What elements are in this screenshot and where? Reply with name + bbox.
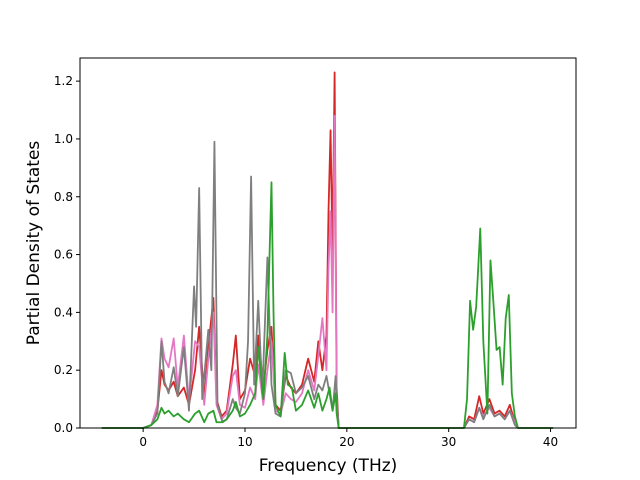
y-tick-label: 0.8 bbox=[54, 190, 73, 204]
x-tick-label: 40 bbox=[543, 435, 558, 449]
y-tick-label: 1.0 bbox=[54, 132, 73, 146]
x-tick-label: 0 bbox=[139, 435, 147, 449]
y-tick-label: 0.6 bbox=[54, 248, 73, 262]
y-tick-label: 1.2 bbox=[54, 74, 73, 88]
series-layer bbox=[101, 71, 554, 429]
plot-frame bbox=[79, 57, 577, 429]
x-tick-label: 10 bbox=[237, 435, 252, 449]
y-axis-label: Partial Density of States bbox=[24, 141, 44, 346]
series-line-4 bbox=[101, 181, 554, 429]
x-axis-ticks: 0 10 20 30 40 bbox=[139, 428, 558, 449]
y-tick-label: 0.2 bbox=[54, 363, 73, 377]
x-axis-label: Frequency (THz) bbox=[259, 456, 398, 476]
y-tick-label: 0.0 bbox=[54, 421, 73, 435]
x-tick-label: 20 bbox=[339, 435, 354, 449]
y-tick-label: 0.4 bbox=[54, 305, 73, 319]
x-tick-label: 30 bbox=[441, 435, 456, 449]
series-line-3 bbox=[101, 140, 554, 429]
y-axis-ticks: 0.0 0.2 0.4 0.6 0.8 1.0 1.2 bbox=[54, 74, 80, 435]
